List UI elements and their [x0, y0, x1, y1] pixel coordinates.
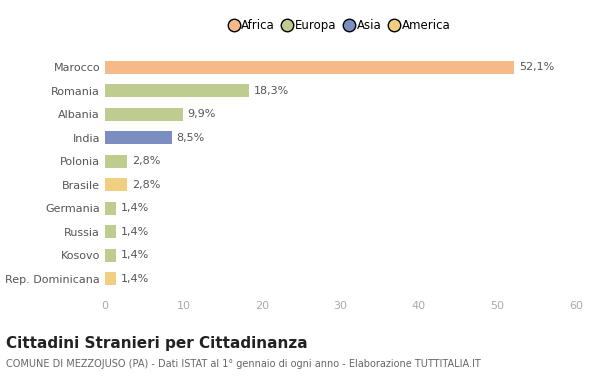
- Bar: [105, 61, 514, 74]
- Text: 2,8%: 2,8%: [131, 180, 160, 190]
- Text: 52,1%: 52,1%: [518, 62, 554, 72]
- Legend: Africa, Europa, Asia, America: Africa, Europa, Asia, America: [227, 16, 454, 36]
- Bar: [105, 155, 127, 168]
- Bar: [105, 84, 248, 97]
- Bar: [105, 272, 116, 285]
- Text: 1,4%: 1,4%: [121, 274, 149, 284]
- Bar: [105, 178, 127, 191]
- Bar: [105, 225, 116, 238]
- Bar: [105, 131, 172, 144]
- Text: 2,8%: 2,8%: [131, 156, 160, 166]
- Text: 1,4%: 1,4%: [121, 227, 149, 237]
- Bar: [105, 202, 116, 215]
- Bar: [105, 249, 116, 262]
- Text: 1,4%: 1,4%: [121, 203, 149, 213]
- Bar: [105, 108, 183, 120]
- Text: 8,5%: 8,5%: [176, 133, 205, 142]
- Text: 18,3%: 18,3%: [253, 86, 289, 96]
- Text: Cittadini Stranieri per Cittadinanza: Cittadini Stranieri per Cittadinanza: [6, 336, 308, 351]
- Text: 9,9%: 9,9%: [187, 109, 216, 119]
- Text: COMUNE DI MEZZOJUSO (PA) - Dati ISTAT al 1° gennaio di ogni anno - Elaborazione : COMUNE DI MEZZOJUSO (PA) - Dati ISTAT al…: [6, 359, 481, 369]
- Text: 1,4%: 1,4%: [121, 250, 149, 260]
